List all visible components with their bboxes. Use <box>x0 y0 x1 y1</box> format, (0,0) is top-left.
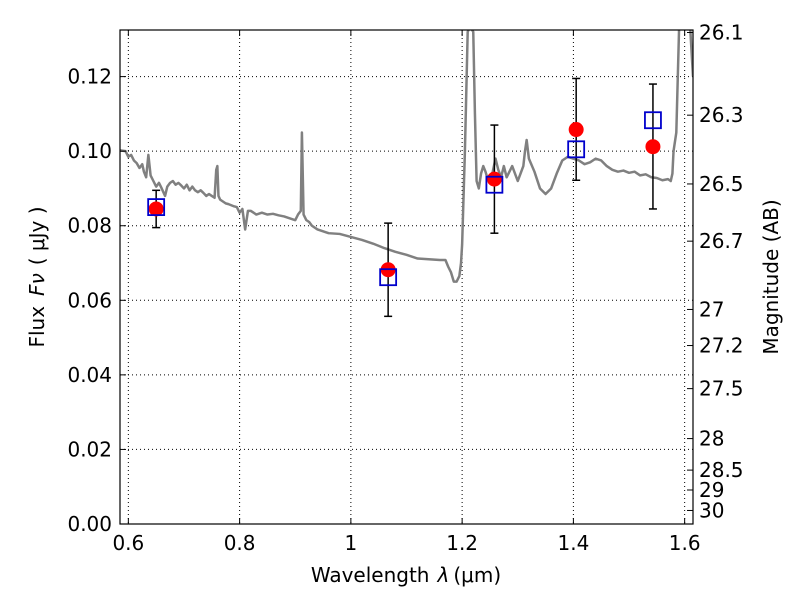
x-tick-label: 1 <box>345 531 358 555</box>
spectrum-layer <box>120 30 693 283</box>
x-tick-label: 0.6 <box>112 531 144 555</box>
x-tick-label: 1.2 <box>446 531 478 555</box>
model-flux-point <box>485 175 504 194</box>
template-spectrum-line <box>120 30 693 283</box>
y-tick-label: 0.04 <box>67 363 112 387</box>
y2-tick-label: 26.7 <box>699 229 744 253</box>
y-tick-label: 0.02 <box>67 437 112 461</box>
x-tick-label: 0.8 <box>224 531 256 555</box>
model-flux-point <box>379 268 398 287</box>
y-tick-label: 0.10 <box>67 139 112 163</box>
y2-tick-label: 27.5 <box>699 377 744 401</box>
y2-tick-label: 28 <box>699 427 724 451</box>
y2-tick-label: 30 <box>699 498 724 522</box>
model-flux-point <box>147 198 166 216</box>
plot-frame <box>119 29 694 525</box>
frame-layer <box>119 29 694 525</box>
y2-tick-label: 26.1 <box>699 20 744 44</box>
marker-layer <box>147 111 662 287</box>
y-tick-label: 0.12 <box>67 65 112 89</box>
observed-flux-point <box>645 139 661 155</box>
y-tick-label: 0.08 <box>67 214 112 238</box>
y2-tick-label: 28.5 <box>699 458 744 482</box>
tick-layer: 0.6 0.8 1 1.2 1.4 1.6 0.00 0.02 0.04 0.06 0.08 0.10… <box>67 20 743 555</box>
y2-tick-label: 26.3 <box>699 103 744 127</box>
y2-tick-label: 27 <box>699 297 724 321</box>
x-tick-label: 1.4 <box>557 531 589 555</box>
y-axis-label: FluxFν( μJy ) <box>25 206 49 347</box>
y2-axis-label: Magnitude (AB) <box>759 199 783 354</box>
y2-tick-label: 26.5 <box>699 172 744 196</box>
y-tick-label: 0.00 <box>67 512 112 536</box>
y2-tick-label: 29 <box>699 478 724 502</box>
model-flux-point <box>644 111 662 130</box>
observed-flux-point <box>568 122 584 138</box>
model-flux-point <box>567 140 586 159</box>
y2-tick-label: 27.2 <box>699 334 744 358</box>
observed-flux-point <box>148 201 164 217</box>
x-tick-label: 1.6 <box>669 531 701 555</box>
observed-flux-point <box>486 171 502 187</box>
y-tick-label: 0.06 <box>67 288 112 312</box>
x-axis-label: Wavelength λ (μm) <box>311 563 501 587</box>
